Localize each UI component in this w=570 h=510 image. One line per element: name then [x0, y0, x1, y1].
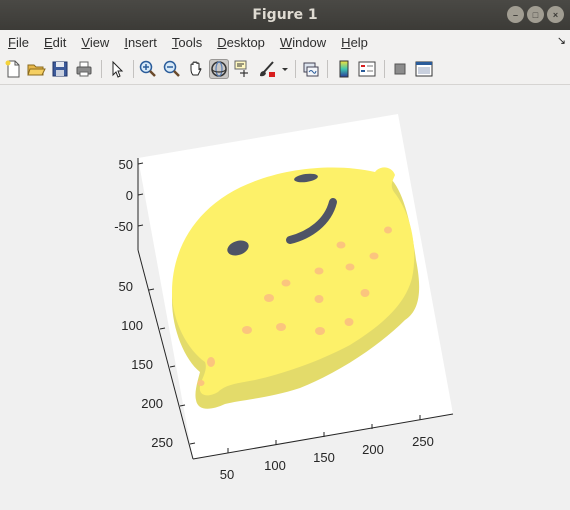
lemon-freckles: [197, 226, 392, 386]
zoom-out-button[interactable]: [162, 59, 182, 79]
menu-view[interactable]: View: [81, 34, 110, 50]
title-bar[interactable]: Figure 1 – □ ×: [0, 0, 570, 30]
z-tick-label: -50: [114, 219, 133, 234]
maximize-icon: □: [532, 9, 539, 20]
hide-plot-tools-icon: [394, 63, 406, 75]
show-plot-tools-icon: [415, 61, 433, 77]
y-axis-line: [137, 249, 194, 460]
x-tick-label: 100: [264, 458, 286, 473]
figure-toolbar: [0, 54, 570, 85]
open-file-button[interactable]: [26, 59, 46, 79]
x-tick-label: 150: [313, 450, 335, 465]
y-tick-label: 200: [141, 396, 163, 411]
link-plot-icon: [303, 62, 319, 77]
show-plot-tools-button[interactable]: [414, 59, 434, 79]
close-button[interactable]: ×: [547, 6, 564, 23]
minimize-button[interactable]: –: [507, 6, 524, 23]
axes-3d[interactable]: 50 0 -50 50 100 150 200 250: [0, 85, 570, 505]
brush-dropdown-button[interactable]: [280, 59, 290, 79]
menu-edit[interactable]: Edit: [43, 34, 67, 50]
data-cursor-icon: [234, 60, 248, 77]
menu-tools[interactable]: Tools: [171, 34, 203, 50]
menu-file[interactable]: File: [8, 34, 29, 50]
menu-window[interactable]: Window: [279, 34, 327, 50]
z-tick-label: 0: [126, 188, 133, 203]
pan-hand-icon: [190, 61, 202, 76]
zoom-in-icon: [139, 60, 156, 77]
toolbar-separator: [295, 60, 296, 78]
toolbar-separator: [133, 60, 134, 78]
y-ticks: [148, 288, 196, 445]
y-tick-label: 100: [121, 318, 143, 333]
maximize-button[interactable]: □: [527, 6, 544, 23]
colorbar-icon: [339, 60, 349, 78]
new-figure-button[interactable]: [3, 59, 23, 79]
lemon-surface[interactable]: [172, 167, 420, 409]
x-tick-label: 200: [362, 442, 384, 457]
save-button[interactable]: [50, 59, 70, 79]
y-tick-label: 250: [151, 435, 173, 450]
open-file-icon: [27, 64, 46, 76]
print-button[interactable]: [74, 59, 94, 79]
plot-area[interactable]: 50 0 -50 50 100 150 200 250: [0, 85, 570, 505]
menu-insert[interactable]: Insert: [124, 34, 157, 50]
y-tick-label: 150: [131, 357, 153, 372]
lemon-smile: [286, 198, 337, 244]
window-title: Figure 1: [252, 7, 318, 23]
lemon-eye-right: [294, 173, 318, 183]
brush-icon: [260, 61, 275, 77]
legend-icon: [358, 61, 376, 77]
dropdown-arrow-icon: [282, 68, 288, 71]
pan-button[interactable]: [186, 59, 206, 79]
insert-colorbar-button[interactable]: [334, 59, 354, 79]
x-axis-line: [192, 413, 454, 460]
brush-button[interactable]: [257, 59, 277, 79]
rotate-3d-button[interactable]: [209, 59, 229, 79]
lemon-eye-left: [227, 240, 249, 256]
hide-plot-tools-button[interactable]: [390, 59, 410, 79]
menu-desktop[interactable]: Desktop: [217, 34, 265, 50]
print-icon: [76, 61, 92, 77]
toolbar-separator: [101, 60, 102, 78]
dock-figure-icon[interactable]: ↘: [556, 35, 566, 47]
toolbar-separator: [384, 60, 385, 78]
z-ticks: [137, 162, 144, 227]
data-cursor-button[interactable]: [233, 59, 253, 79]
lemon-top: [172, 167, 415, 396]
edit-plot-button[interactable]: [107, 59, 127, 79]
y-tick-label: 50: [119, 279, 133, 294]
close-icon: ×: [552, 9, 559, 20]
x-ticks: [227, 415, 421, 453]
menu-bar: File Edit View Insert Tools Desktop Wind…: [0, 30, 570, 54]
toolbar-separator: [327, 60, 328, 78]
rotate-3d-icon: [211, 61, 227, 77]
x-tick-label: 50: [220, 467, 234, 482]
menu-help[interactable]: Help: [341, 34, 368, 50]
new-figure-icon: [5, 60, 20, 78]
z-tick-label: 50: [119, 157, 133, 172]
insert-legend-button[interactable]: [357, 59, 377, 79]
minimize-icon: –: [512, 9, 518, 20]
link-plot-button[interactable]: [301, 59, 321, 79]
zoom-out-icon: [163, 60, 180, 77]
save-icon: [52, 61, 68, 77]
pointer-icon: [112, 60, 124, 78]
x-tick-label: 250: [412, 434, 434, 449]
zoom-in-button[interactable]: [138, 59, 158, 79]
